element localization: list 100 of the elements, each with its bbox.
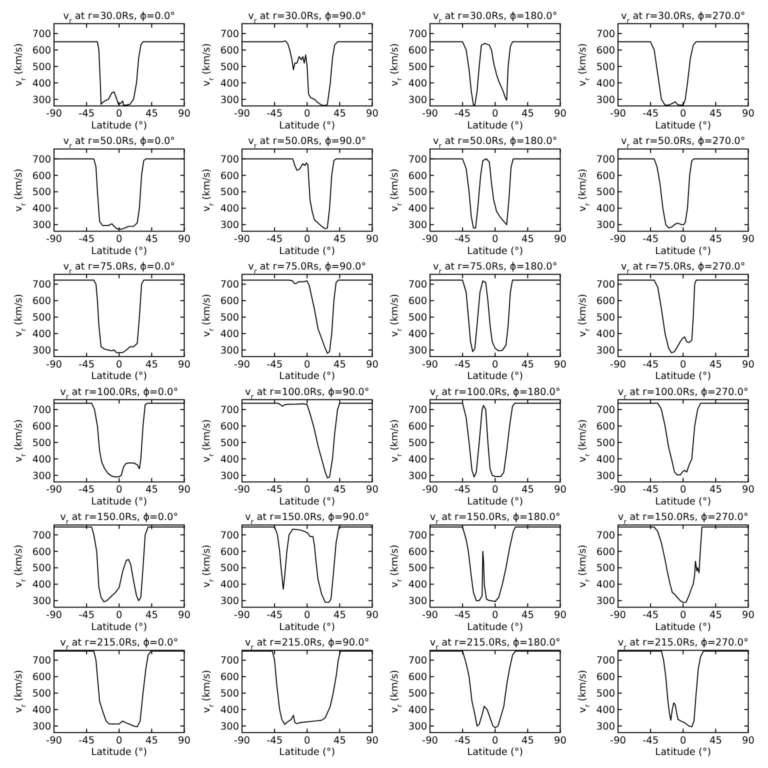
x-tick-label: -90: [422, 735, 438, 746]
x-tick-label: 0: [304, 359, 310, 370]
y-tick-label: 300: [596, 596, 616, 608]
y-tick-label: 400: [220, 78, 240, 90]
y-tick-label: 300: [220, 721, 240, 732]
y-tick-label: 600: [32, 546, 52, 558]
x-tick-label: -90: [46, 484, 62, 496]
x-tick-label: -45: [642, 735, 659, 746]
x-tick-label: 90: [366, 484, 378, 496]
x-tick-label: 0: [492, 735, 498, 746]
chart-title: v$_{r}$ at r=75.0Rs, ϕ=0.0°: [63, 261, 176, 276]
x-tick-label: -90: [234, 359, 250, 370]
chart-title: v$_{r}$ at r=215.0Rs, ϕ=180.0°: [430, 637, 560, 652]
x-axis-title: Latitude (°): [467, 622, 524, 633]
x-tick-label: -90: [610, 359, 626, 370]
x-tick-label: -90: [234, 610, 250, 622]
y-tick-label: 600: [220, 170, 240, 182]
chart-title: v$_{r}$ at r=215.0Rs, ϕ=90.0°: [244, 637, 370, 652]
x-tick-label: 0: [304, 108, 310, 120]
y-tick-label: 600: [32, 421, 52, 432]
x-tick-label: 45: [145, 735, 158, 746]
y-tick-label: 400: [596, 78, 616, 90]
chart-title: v$_{r}$ at r=150.0Rs, ϕ=90.0°: [244, 512, 370, 526]
x-tick-label: 45: [709, 735, 722, 746]
x-tick-label: -90: [610, 234, 626, 246]
y-tick-label: 400: [596, 704, 616, 716]
y-tick-label: 400: [220, 204, 240, 215]
x-axis-title: Latitude (°): [279, 246, 336, 257]
chart-title: v$_{r}$ at r=100.0Rs, ϕ=90.0°: [244, 386, 370, 401]
y-tick-label: 600: [408, 672, 428, 684]
x-tick-label: -90: [234, 735, 250, 746]
y-tick-label: 500: [596, 312, 616, 324]
x-tick-label: -45: [642, 610, 659, 622]
x-tick-label: 45: [709, 484, 722, 496]
chart-title: v$_{r}$ at r=30.0Rs, ϕ=270.0°: [620, 10, 746, 25]
x-tick-label: 45: [521, 484, 534, 496]
y-tick-label: 700: [32, 656, 52, 667]
x-tick-label: 90: [554, 735, 566, 746]
x-tick-label: -45: [78, 234, 95, 246]
x-tick-label: -45: [78, 735, 95, 746]
x-tick-label: -45: [78, 108, 95, 120]
x-tick-label: -90: [610, 484, 626, 496]
x-tick-label: -90: [234, 108, 250, 120]
y-tick-label: 700: [32, 28, 52, 40]
y-tick-label: 500: [32, 563, 52, 574]
x-tick-label: -90: [422, 234, 438, 246]
x-tick-label: 90: [178, 735, 190, 746]
x-tick-label: 45: [521, 735, 534, 746]
x-axis-title: Latitude (°): [91, 622, 148, 633]
y-tick-label: 300: [408, 220, 428, 232]
y-tick-label: 300: [220, 470, 240, 482]
y-tick-label: 600: [220, 421, 240, 432]
x-axis-title: Latitude (°): [91, 371, 148, 382]
x-tick-label: 0: [492, 359, 498, 370]
y-tick-label: 700: [408, 530, 428, 542]
y-tick-label: 700: [408, 280, 428, 291]
x-tick-label: -45: [642, 484, 659, 496]
y-tick-label: 600: [220, 45, 240, 56]
x-tick-label: 45: [333, 359, 346, 370]
y-tick-label: 700: [220, 404, 240, 416]
x-tick-label: -45: [78, 610, 95, 622]
y-tick-label: 400: [408, 328, 428, 340]
y-tick-label: 400: [32, 204, 52, 215]
y-tick-label: 600: [408, 296, 428, 308]
y-tick-label: 600: [408, 170, 428, 182]
y-tick-label: 300: [32, 721, 52, 732]
y-tick-label: 700: [596, 280, 616, 291]
y-tick-label: 700: [408, 656, 428, 667]
x-tick-label: -45: [266, 484, 283, 496]
y-tick-label: 300: [408, 94, 428, 106]
x-tick-label: -90: [610, 735, 626, 746]
chart-title: v$_{r}$ at r=50.0Rs, ϕ=0.0°: [63, 136, 176, 150]
y-tick-label: 400: [220, 580, 240, 591]
x-axis-title: Latitude (°): [655, 371, 712, 382]
chart-title: v$_{r}$ at r=50.0Rs, ϕ=90.0°: [248, 136, 366, 150]
y-tick-label: 300: [32, 470, 52, 482]
y-tick-label: 700: [220, 280, 240, 291]
x-tick-label: 45: [521, 234, 534, 246]
y-tick-label: 500: [220, 438, 240, 449]
y-tick-label: 500: [220, 688, 240, 700]
x-tick-label: 0: [116, 108, 122, 120]
chart-title: v$_{r}$ at r=30.0Rs, ϕ=180.0°: [432, 10, 558, 25]
y-tick-label: 400: [220, 704, 240, 716]
x-tick-label: -90: [46, 359, 62, 370]
x-axis-title: Latitude (°): [467, 371, 524, 382]
x-tick-label: 90: [742, 108, 754, 120]
y-tick-label: 500: [596, 688, 616, 700]
x-tick-label: 0: [492, 234, 498, 246]
x-tick-label: 0: [116, 610, 122, 622]
x-tick-label: 45: [145, 359, 158, 370]
x-tick-label: -90: [234, 234, 250, 246]
x-tick-label: 0: [304, 234, 310, 246]
y-tick-label: 400: [596, 328, 616, 340]
x-tick-label: 90: [178, 484, 190, 496]
chart-title: v$_{r}$ at r=75.0Rs, ϕ=270.0°: [620, 261, 746, 276]
y-tick-label: 400: [32, 704, 52, 716]
x-tick-label: 0: [680, 484, 686, 496]
x-tick-label: 0: [304, 735, 310, 746]
chart-title: v$_{r}$ at r=100.0Rs, ϕ=0.0°: [60, 386, 178, 401]
y-tick-label: 500: [596, 438, 616, 449]
